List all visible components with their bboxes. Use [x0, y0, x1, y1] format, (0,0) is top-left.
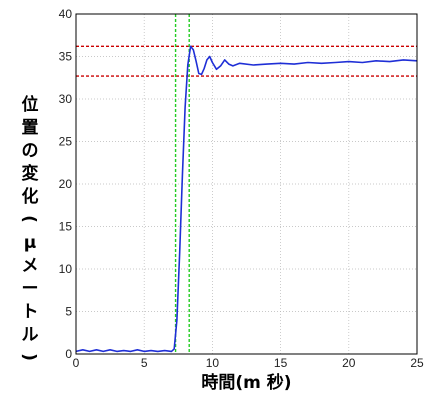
y-tick-label: 20	[59, 177, 73, 191]
y-tick-label: 25	[59, 135, 73, 149]
reference-lines	[76, 14, 417, 354]
y-axis-title-char: ル	[22, 325, 39, 345]
y-tick-label: 35	[59, 50, 73, 64]
series-line	[75, 45, 418, 353]
series-layer	[75, 45, 418, 353]
y-tick-label: 40	[59, 7, 73, 21]
y-axis-title-char: )	[19, 353, 39, 361]
x-tick-label: 20	[342, 356, 356, 370]
y-axis-title-char: 変	[22, 163, 39, 184]
x-axis-title: 時間(m 秒)	[201, 372, 291, 393]
y-tick-label: 5	[65, 305, 72, 319]
y-axis-title-char: 位	[22, 94, 39, 115]
x-tick-label: 15	[274, 356, 288, 370]
grid	[76, 14, 417, 354]
plot-frame	[75, 13, 418, 355]
y-axis-title-char: (	[19, 215, 39, 223]
y-axis-title-char: 化	[22, 186, 39, 207]
y-axis-title-char: の	[22, 141, 39, 161]
y-tick-labels: 0 5 10 15 20 25 30 35 40	[59, 7, 73, 361]
y-axis-title-char: μ	[24, 233, 37, 253]
y-tick-label: 0	[65, 347, 72, 361]
y-axis-title-char: メ	[22, 256, 39, 276]
y-tick-label: 30	[59, 92, 73, 106]
y-axis-title-char: ー	[22, 279, 39, 299]
y-axis-title-char: ト	[22, 302, 39, 322]
x-tick-labels: 0 5 10 15 20 25	[73, 356, 424, 370]
x-tick-label: 10	[206, 356, 220, 370]
y-tick-label: 15	[59, 220, 73, 234]
x-tick-label: 5	[141, 356, 148, 370]
y-tick-label: 10	[59, 262, 73, 276]
y-axis-title-char: 置	[22, 118, 39, 138]
x-tick-label: 0	[73, 356, 80, 370]
x-tick-label: 25	[410, 356, 424, 370]
